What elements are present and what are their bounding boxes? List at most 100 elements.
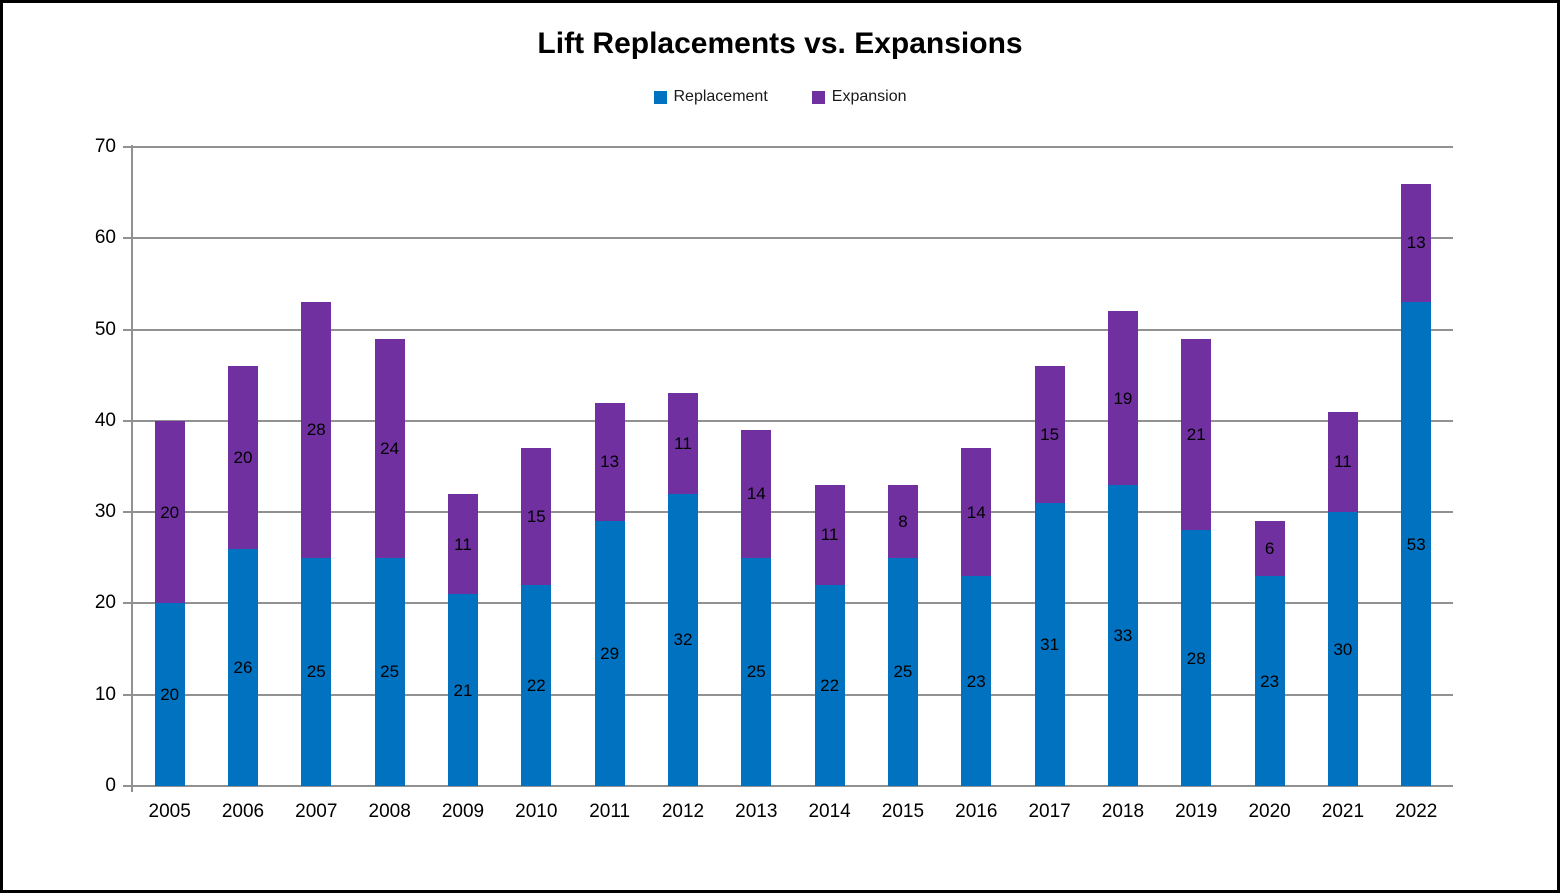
plot-area: 20 20 20 26 28 25 24 25 11 21 15 22 13 29 11 32 14 25 11 22… [95,137,1453,822]
bar-segment-replacement-2017: 31 [1034,503,1065,786]
data-label: 15 [1040,425,1060,445]
data-label: 25 [380,662,400,682]
bar-segment-replacement-2014: 22 [814,585,845,786]
data-label: 25 [306,662,326,682]
y-axis-line [131,145,133,792]
legend: Replacement Expansion [3,88,1557,106]
gridline [133,693,1453,696]
gridline [133,511,1453,514]
bar-segment-replacement-2011: 29 [594,521,625,786]
stacked-bar-2008: 24 25 [374,338,405,786]
data-label: 11 [674,434,692,454]
bar-segment-replacement-2006: 26 [227,548,258,786]
data-label: 23 [1260,671,1280,691]
bar-segment-replacement-2015: 25 [887,557,918,786]
bar-segment-replacement-2009: 21 [447,594,478,786]
data-label: 23 [966,671,986,691]
bar-segment-expansion-2019: 21 [1181,338,1212,531]
data-label: 14 [966,502,986,522]
bar-segment-replacement-2013: 25 [741,557,772,786]
bar-segment-replacement-2005: 20 [154,603,185,786]
bar-group-2010: 15 22 [500,147,573,786]
gridline [133,419,1453,422]
y-tick-label: 60 [94,227,116,249]
bar-segment-expansion-2008: 24 [374,338,405,558]
bar-group-2011: 13 29 [573,147,646,786]
data-label: 22 [526,676,546,696]
bar-segment-replacement-2007: 25 [301,557,332,786]
y-axis-tick [123,237,133,240]
legend-item-expansion: Expansion [811,88,907,106]
data-label: 15 [526,507,546,527]
bar-segment-expansion-2018: 19 [1107,311,1138,485]
gridline [133,328,1453,331]
bar-segment-expansion-2016: 14 [961,448,992,577]
y-tick-label: 40 [94,409,116,431]
bar-group-2016: 14 23 [940,147,1013,786]
y-tick-label: 10 [94,683,116,705]
x-label-2022: 2022 [1395,801,1438,822]
bar-segment-expansion-2012: 11 [667,393,698,494]
x-label-2013: 2013 [735,801,778,822]
bar-segment-replacement-2019: 28 [1181,530,1212,786]
stacked-bar-2018: 19 33 [1107,311,1138,786]
data-label: 28 [1186,648,1206,668]
y-axis-tick [123,693,133,696]
bar-segment-expansion-2022: 13 [1401,183,1432,303]
stacked-bar-2009: 11 21 [447,493,478,786]
x-label-2005: 2005 [148,801,191,822]
data-label: 29 [600,644,620,664]
y-axis-tick [123,602,133,605]
x-label-2010: 2010 [515,801,558,822]
bar-group-2017: 15 31 [1013,147,1086,786]
bar-group-2005: 20 20 [133,147,206,786]
x-label-2011: 2011 [589,801,631,822]
bar-group-2021: 11 30 [1306,147,1379,786]
stacked-bar-2012: 11 32 [667,393,698,786]
stacked-bar-2021: 11 30 [1327,411,1358,786]
y-tick-label: 70 [94,136,116,157]
chart-title: Lift Replacements vs. Expansions [537,27,1023,60]
data-label: 26 [233,657,253,677]
gridline [133,146,1453,148]
x-label-2015: 2015 [881,801,925,822]
bar-segment-expansion-2011: 13 [594,402,625,522]
bar-segment-expansion-2015: 8 [887,484,918,558]
bar-segment-expansion-2009: 11 [447,493,478,595]
data-label: 11 [1334,452,1352,472]
y-tick-label: 50 [94,318,116,340]
bar-group-2013: 14 25 [720,147,793,786]
bar-segment-replacement-2020: 23 [1254,576,1285,786]
stacked-bar-2005: 20 20 [154,420,185,786]
x-label-2012: 2012 [661,801,705,822]
data-label: 21 [1186,425,1206,445]
bar-segment-expansion-2005: 20 [154,420,185,604]
stacked-bar-2015: 8 25 [887,484,918,786]
data-label: 8 [898,511,908,531]
stacked-bar-2007: 28 25 [301,302,332,786]
x-label-2021: 2021 [1321,801,1365,822]
y-axis-tick [123,511,133,514]
bar-group-2022: 13 53 [1380,147,1453,786]
data-label: 33 [1113,625,1133,645]
stacked-bar-2017: 15 31 [1034,366,1065,786]
x-label-2007: 2007 [295,801,338,822]
gridline [133,237,1453,240]
x-label-2019: 2019 [1175,801,1218,822]
data-label: 20 [233,447,253,467]
x-label-2014: 2014 [808,801,851,822]
data-label: 20 [160,502,180,522]
data-label: 25 [746,662,766,682]
stacked-bar-2011: 13 29 [594,402,625,786]
x-label-2017: 2017 [1028,801,1071,822]
bars-row: 20 20 20 26 28 25 24 25 11 21 15 22 13 29 11 32 14 25 11 22… [133,147,1453,786]
bar-segment-expansion-2006: 20 [227,366,258,549]
y-axis-tick [123,146,133,148]
expansion-swatch-icon [811,90,825,104]
replacement-swatch-icon [653,90,667,104]
stacked-bar-2014: 11 22 [814,484,845,786]
bar-segment-expansion-2013: 14 [741,430,772,558]
data-label: 22 [820,676,840,696]
bar-segment-replacement-2018: 33 [1107,484,1138,786]
